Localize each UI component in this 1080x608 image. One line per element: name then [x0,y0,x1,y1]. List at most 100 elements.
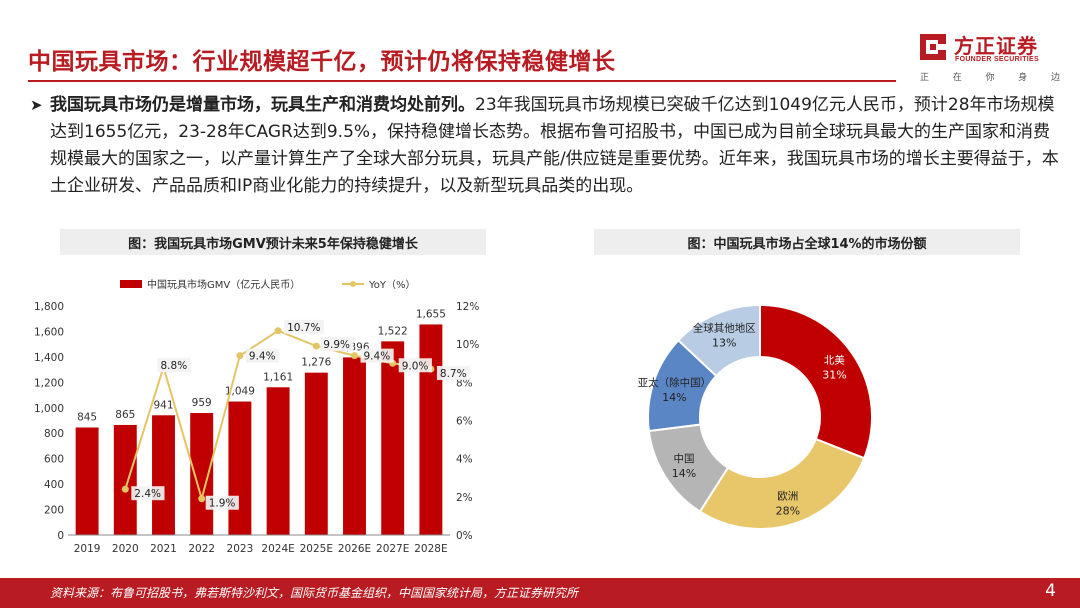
x-tick-label: 2024E [261,543,294,555]
yoy-value-label: 10.7% [287,322,320,334]
donut-slice-label: 北美 [824,353,845,366]
x-tick-label: 2028E [414,543,447,555]
x-tick-label: 2025E [300,543,333,555]
legend-line-marker [350,281,356,287]
donut-slice-label: 中国 [674,452,695,465]
yoy-label-box [131,486,165,501]
y-left-tick-label: 800 [44,428,64,440]
x-tick-label: 2027E [376,543,409,555]
gmv-bar [266,387,290,535]
slogan-char: 在 [952,73,962,83]
market-share-donut-chart: 北美 31% 欧洲 28% 中国 14% 亚太（除中国） 14% 全球其他地区 13% [638,303,873,530]
gmv-bar [419,324,443,535]
gmv-bar [75,427,99,535]
y-right-tick-label: 0% [456,530,473,542]
yoy-label-box [245,348,280,363]
x-tick-label: 2023 [227,543,254,555]
donut-slice-label: 亚太（除中国） [638,376,712,389]
gmv-bar [152,415,175,535]
yoy-label-box [284,319,325,334]
gmv-bar [113,424,137,535]
y-left-tick-label: 1,800 [34,301,64,313]
yoy-value-label: 9.9% [323,339,350,351]
bullet-body: 23年我国玩具市场规模已突破千亿达到1049亿元人民币，预计28年市场规模达到1… [50,95,1059,196]
slogan-char: 身 [1018,73,1028,83]
gmv-bar [228,401,252,535]
slogan-char: 边 [1050,73,1060,83]
slogan-char: 你 [985,73,995,83]
yoy-value-label: 9.4% [364,351,391,363]
y-right-tick-label: 6% [456,416,473,428]
yoy-value-label: 9.0% [402,360,429,372]
logo-name-en: FOUNDER SECURITIES [955,56,1039,63]
bullet-text: 我国玩具市场仍是增量市场，玩具生产和消费均处前列。23年我国玩具市场规模已突破千… [50,92,1060,200]
y-left-tick-label: 600 [44,454,64,466]
y-right-tick-label: 8% [456,377,473,389]
y-left-tick-label: 400 [44,479,64,491]
yoy-label-box [360,348,394,363]
yoy-value-label: 8.8% [161,360,188,372]
donut-slice [759,303,873,460]
x-tick-label: 2026E [338,543,371,555]
donut-slice-value: 28% [776,505,800,518]
donut-slice-value: 31% [822,368,846,381]
gmv-bar-value-label: 865 [115,409,135,421]
legend-bar-swatch [120,280,142,288]
donut-slice-value: 13% [712,336,736,349]
bullet-bold-lead: 我国玩具市场仍是增量市场，玩具生产和消费均处前列。 [50,95,475,115]
donut-slice [698,437,866,530]
y-left-tick-label: 200 [44,505,64,517]
company-logo: 方正证券 FOUNDER SECURITIES 正 在 你 身 边 [914,30,1064,86]
y-right-tick-label: 2% [456,492,473,504]
y-right-tick-label: 10% [456,339,479,351]
left-chart-caption: 图：我国玩具市场GMV预计未来5年保持稳健增长 [60,229,486,255]
source-note: 资料来源：布鲁可招股书，弗若斯特沙利文，国际货币基金组织，中国国家统计局，方正证… [50,586,579,600]
yoy-label-box [205,495,239,510]
y-left-tick-label: 1,000 [34,403,64,415]
slogan-char: 正 [920,73,930,83]
yoy-value-label: 8.7% [440,368,467,380]
yoy-point [236,352,244,360]
gmv-bar-value-label: 1,049 [225,386,255,398]
summary-bullet: ➤ 我国玩具市场仍是增量市场，玩具生产和消费均处前列。23年我国玩具市场规模已突… [30,92,1060,200]
yoy-point [351,352,358,360]
title-divider [28,80,896,82]
y-left-tick-label: 0 [57,530,64,542]
footer-bar: 资料来源：布鲁可招股书，弗若斯特沙利文，国际货币基金组织，中国国家统计局，方正证… [0,578,1080,608]
yoy-label-box [320,337,354,352]
page-title: 中国玩具市场：行业规模超千亿，预计仍将保持稳健增长 [28,49,616,75]
gmv-bar-value-label: 1,655 [416,308,446,320]
y-left-tick-label: 1,400 [34,352,64,364]
donut-slice [676,303,761,378]
bullet-arrow-icon: ➤ [30,96,43,114]
gmv-bar-value-label: 1,276 [301,357,331,369]
x-tick-label: 2022 [188,543,215,555]
yoy-label-box [436,365,471,380]
yoy-value-label: 1.9% [209,498,236,510]
y-right-tick-label: 12% [456,301,479,313]
legend-line-label: YoY（%） [368,279,416,291]
x-tick-label: 2021 [150,543,177,555]
donut-slice-label: 全球其他地区 [693,321,756,334]
logo-name-cn: 方正证券 [954,34,1038,58]
yoy-label-box [398,358,432,373]
yoy-value-label: 9.4% [249,351,276,363]
x-tick-label: 2019 [74,543,101,555]
gmv-bar-line-chart: 中国玩具市场GMV（亿元人民币） YoY（%） 0 200 400 600 800 1,000… [34,278,479,555]
y-right-tick-label: 4% [456,454,473,466]
donut-slice-value: 14% [672,467,696,480]
gmv-bar [343,357,366,535]
right-chart-caption: 图：中国玩具市场占全球14%的市场份额 [594,229,1020,255]
legend-bar-label: 中国玩具市场GMV（亿元人民币） [147,278,300,291]
y-left-tick-label: 1,600 [34,326,64,338]
donut-slice-value: 14% [662,391,686,404]
donut-slice-label: 欧洲 [777,491,798,503]
gmv-bar [304,372,328,535]
gmv-bar-value-label: 941 [153,399,173,411]
y-left-tick-label: 1,200 [34,377,64,389]
x-tick-label: 2020 [112,543,139,555]
logo-slogan: 正 在 你 身 边 [920,70,1060,83]
yoy-value-label: 2.4% [134,488,161,500]
yoy-point [198,495,206,503]
yoy-point [121,485,129,493]
